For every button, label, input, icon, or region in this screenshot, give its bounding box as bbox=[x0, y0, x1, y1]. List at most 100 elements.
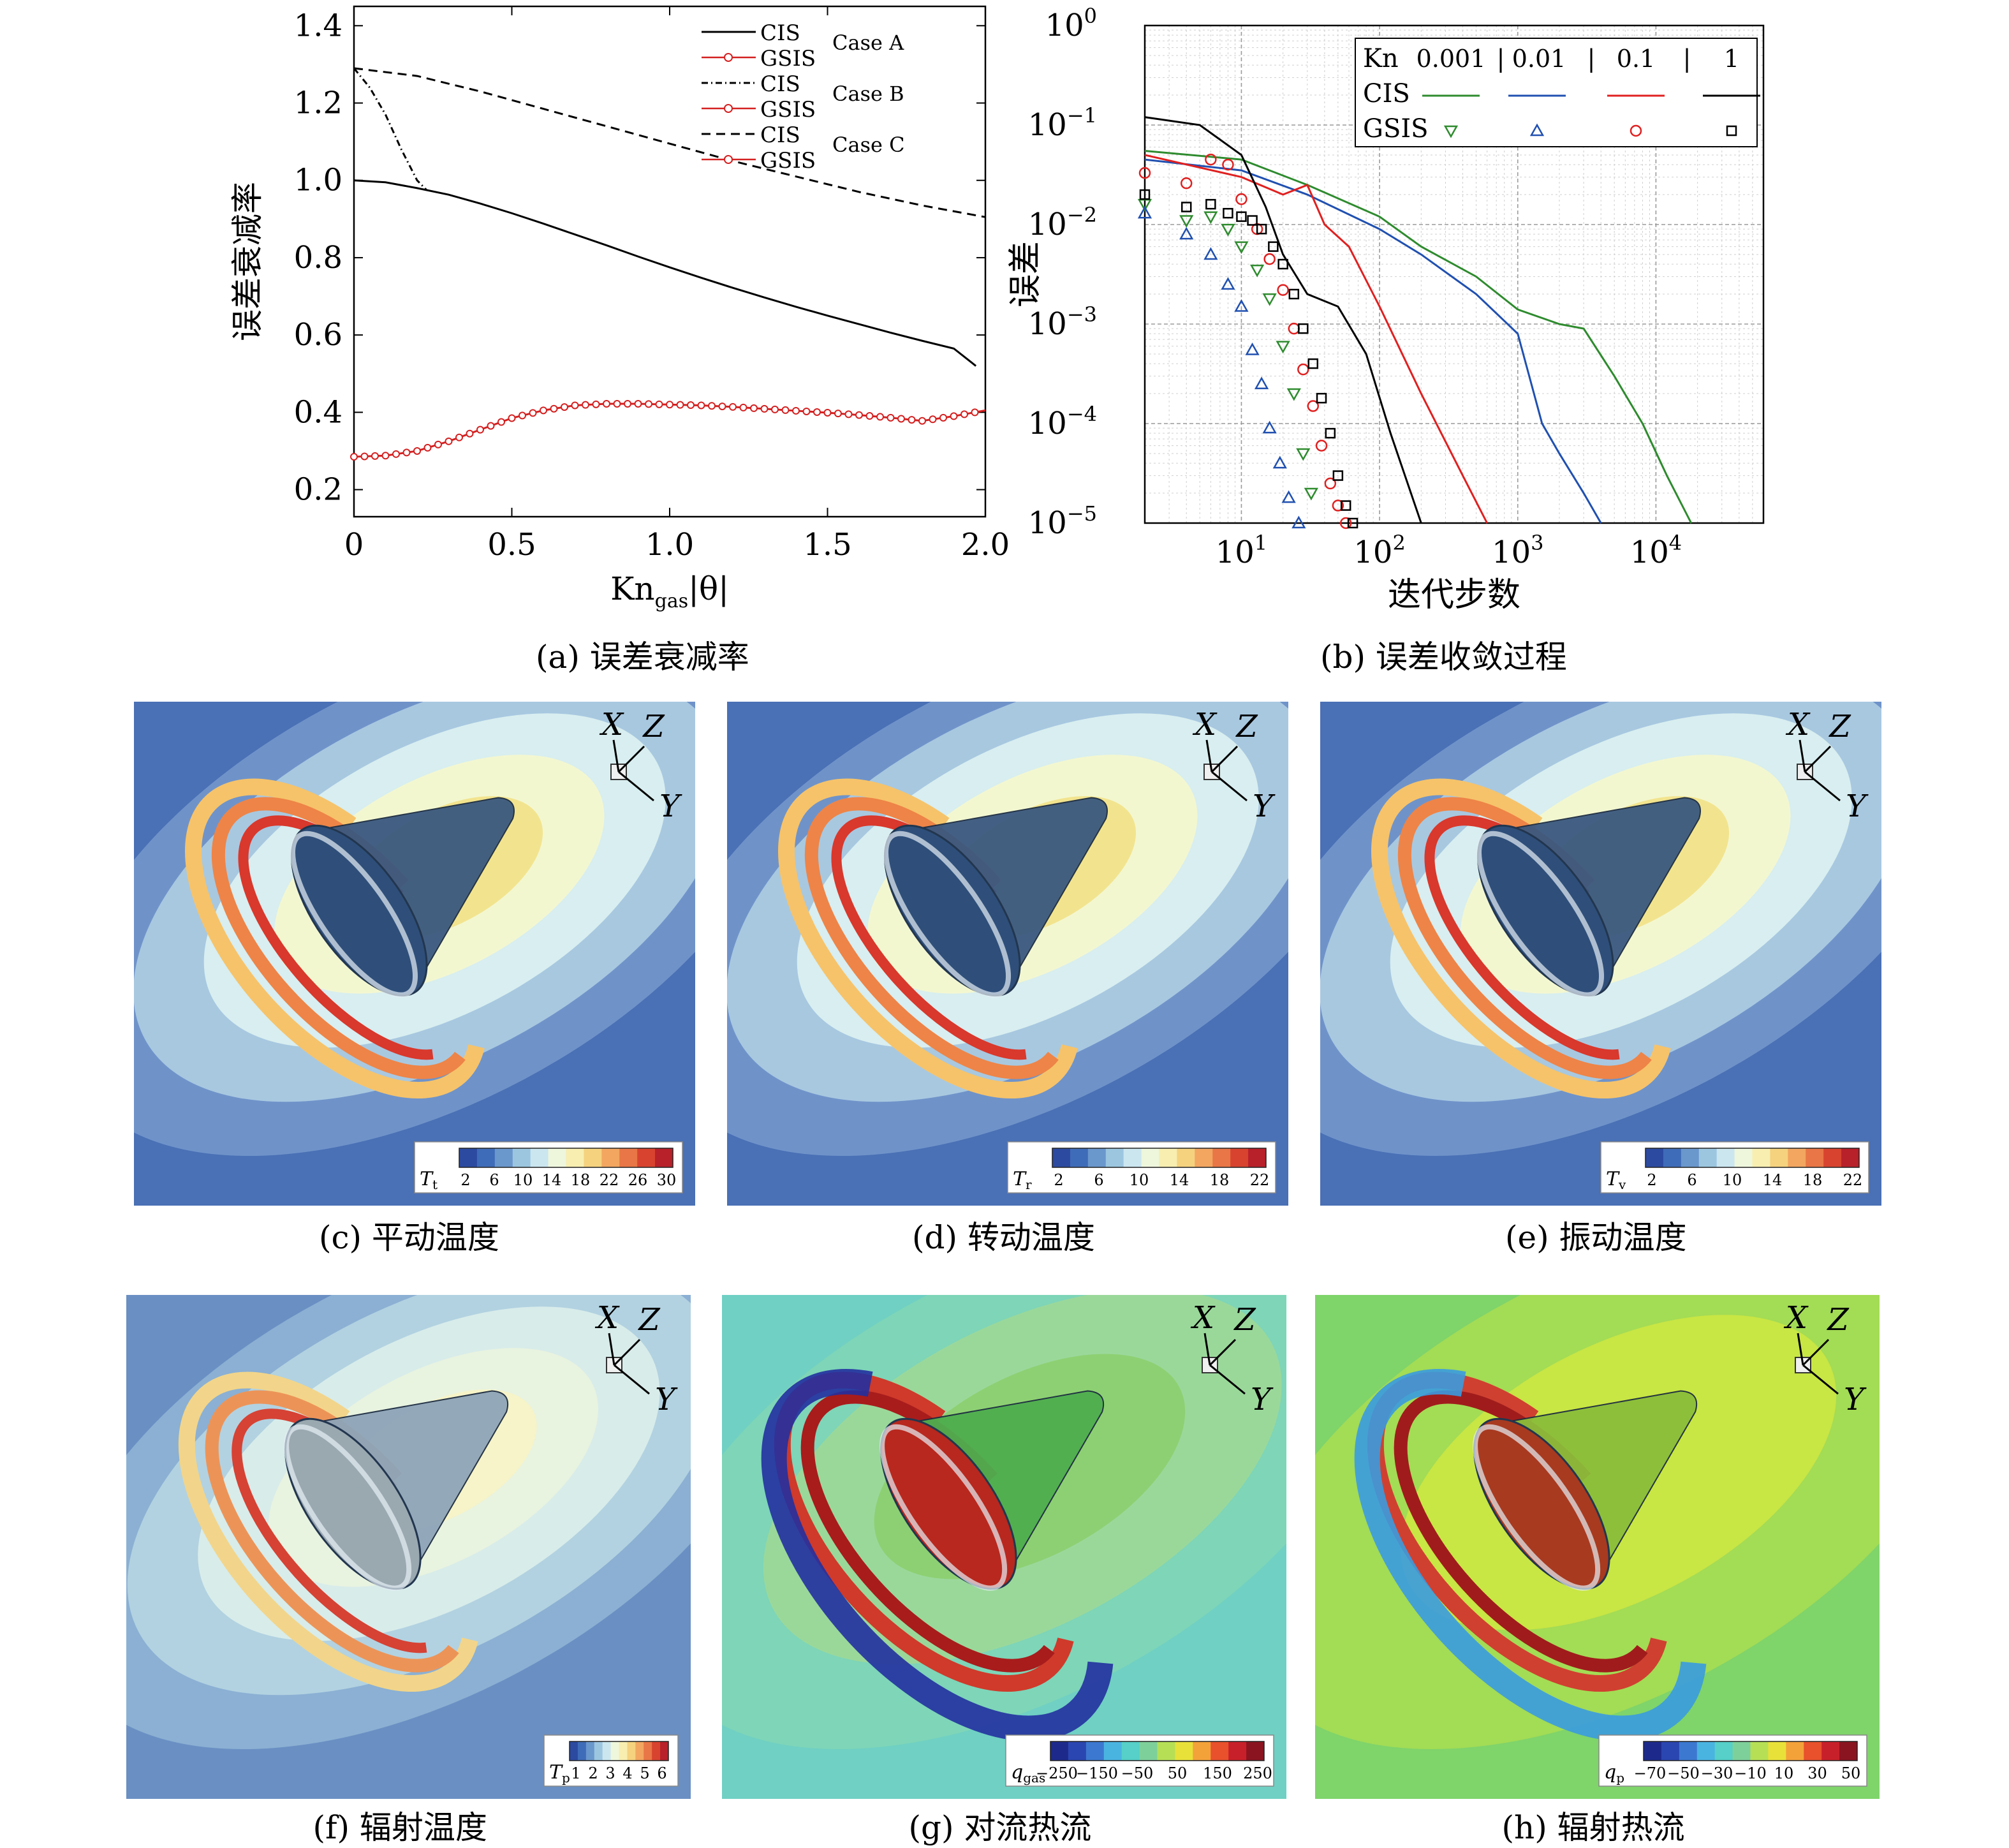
heat-shield bbox=[880, 1417, 1017, 1590]
gsis-marker bbox=[1315, 440, 1328, 452]
colorbar-swatch bbox=[1788, 1148, 1806, 1167]
colorbar-frame bbox=[1645, 1148, 1860, 1168]
gsis-marker bbox=[1137, 205, 1152, 219]
colorbar-swatch bbox=[1663, 1148, 1682, 1167]
colorbar-swatch bbox=[1212, 1148, 1231, 1167]
axis-y-label: Y bbox=[1253, 788, 1276, 824]
gsis-marker bbox=[855, 411, 863, 419]
caption-h: (h) 辐射热流 bbox=[1501, 1809, 1685, 1846]
colorbar-swatch bbox=[1714, 1741, 1733, 1761]
colorbar-frame bbox=[569, 1741, 669, 1761]
cis-line bbox=[1144, 116, 1422, 524]
gsis-marker bbox=[1292, 515, 1306, 529]
colorbar-swatch bbox=[1068, 1741, 1087, 1761]
gsis-marker bbox=[781, 406, 790, 414]
colorbar-tick-label: −50 bbox=[1667, 1764, 1700, 1782]
gsis-marker bbox=[423, 443, 432, 452]
colorbar-swatch bbox=[1070, 1148, 1089, 1167]
gsis-marker bbox=[645, 400, 652, 408]
colorbar-swatch bbox=[459, 1148, 478, 1167]
gsis-marker bbox=[666, 401, 673, 409]
axis-z-line bbox=[617, 745, 645, 773]
gsis-marker bbox=[1221, 223, 1235, 237]
capsule bbox=[879, 1390, 1105, 1591]
x-tick-label: 104 bbox=[1630, 531, 1682, 570]
colorbar-swatch bbox=[1121, 1741, 1140, 1761]
colorbar-swatch bbox=[1105, 1148, 1124, 1167]
axis-y-line bbox=[614, 1364, 650, 1395]
axis-z-line bbox=[1209, 1338, 1237, 1366]
colorbar-swatch bbox=[652, 1741, 661, 1761]
colorbar-tick-label: 18 bbox=[1210, 1171, 1230, 1189]
cis-line bbox=[1144, 150, 1693, 524]
axis-x-label: X bbox=[594, 1300, 620, 1336]
gsis-marker bbox=[1235, 193, 1247, 205]
gsis-marker bbox=[381, 452, 390, 460]
legend-gsis-marker bbox=[1726, 125, 1737, 137]
colorbar-symbol: qgas bbox=[1011, 1761, 1045, 1785]
gsis-marker bbox=[792, 406, 800, 415]
gsis-marker bbox=[1304, 487, 1319, 501]
axis-x-line bbox=[612, 739, 620, 772]
colorbar-tick-label: 26 bbox=[628, 1171, 648, 1189]
axis-y-line bbox=[1209, 1364, 1246, 1395]
axis-y-line bbox=[1804, 771, 1841, 802]
legend-label: CIS bbox=[760, 122, 800, 148]
colorbar-swatch bbox=[619, 1741, 628, 1761]
gsis-marker bbox=[865, 412, 874, 420]
colorbar-swatch bbox=[476, 1148, 496, 1167]
shield-highlight bbox=[284, 1424, 412, 1591]
colorbar-symbol: Tp bbox=[549, 1761, 570, 1785]
colorbar-tick-label: 50 bbox=[1168, 1764, 1188, 1782]
gsis-marker bbox=[729, 403, 737, 411]
colorbar-swatch bbox=[619, 1148, 638, 1167]
gsis-marker bbox=[360, 452, 369, 461]
contour-panel-e: X Z Y Tv 2 6 10 14 18 22 bbox=[1249, 630, 1975, 1206]
gsis-marker bbox=[371, 452, 379, 460]
legend-label: GSIS bbox=[760, 97, 816, 122]
gsis-marker bbox=[1234, 299, 1249, 312]
colorbar-symbol: Tt bbox=[420, 1168, 438, 1192]
colorbar-swatch bbox=[1177, 1148, 1195, 1167]
axis-y-label: Y bbox=[1846, 788, 1869, 824]
gsis-marker bbox=[392, 450, 400, 458]
colorbar-swatch bbox=[1786, 1741, 1804, 1761]
gsis-marker bbox=[687, 401, 695, 410]
colorbar-tick-label: 10 bbox=[1130, 1171, 1149, 1189]
contour-panel-f: X Z Y Tp 1 2 3 4 5 6 bbox=[57, 1223, 783, 1799]
y-tick-label: 0.2 bbox=[294, 472, 342, 508]
gsis-marker bbox=[519, 411, 526, 420]
gsis-marker bbox=[939, 413, 947, 422]
heat-shield bbox=[883, 824, 1021, 997]
gsis-marker bbox=[655, 400, 663, 408]
y-tick-label: 10−5 bbox=[1028, 501, 1097, 541]
cold-layer bbox=[761, 1368, 1114, 1741]
colorbar-swatch bbox=[1768, 1741, 1786, 1761]
y-tick-label: 100 bbox=[1045, 4, 1097, 43]
gsis-marker bbox=[1262, 293, 1277, 306]
colorbar-swatch bbox=[1770, 1148, 1788, 1167]
x-tick-label: 1.5 bbox=[803, 527, 851, 563]
panel-a-chart: 0 0.5 1.0 1.5 2.0 0.2 0.4 0.6 0.8 1.0 1.2 1.4 Kngas|… bbox=[217, 0, 1008, 619]
shock-layer bbox=[778, 778, 1080, 1099]
gsis-marker bbox=[897, 415, 905, 423]
legend-label: GSIS bbox=[760, 148, 816, 174]
y-tick-label: 1.4 bbox=[294, 8, 342, 43]
y-tick-label: 1.2 bbox=[294, 85, 342, 121]
axis-y-label: Y bbox=[1844, 1382, 1867, 1417]
colorbar-tick-label: 10 bbox=[513, 1171, 533, 1189]
contour-plot-f: X Z Y Tp 1 2 3 4 5 6 bbox=[57, 1223, 783, 1799]
colorbar-swatch bbox=[635, 1741, 644, 1761]
gsis-marker bbox=[887, 413, 895, 422]
colorbar-tick-label: 6 bbox=[1094, 1171, 1103, 1189]
gsis-marker bbox=[413, 447, 421, 455]
colorbar-tick-label: 50 bbox=[1841, 1764, 1861, 1782]
x-tick-label: 1.0 bbox=[645, 527, 694, 563]
x-tick-label: 103 bbox=[1492, 531, 1543, 570]
gsis-marker bbox=[1256, 223, 1267, 235]
y-tick-label: 0.8 bbox=[294, 240, 342, 276]
heat-shield bbox=[1476, 824, 1614, 997]
colorbar-swatch bbox=[1052, 1148, 1071, 1167]
